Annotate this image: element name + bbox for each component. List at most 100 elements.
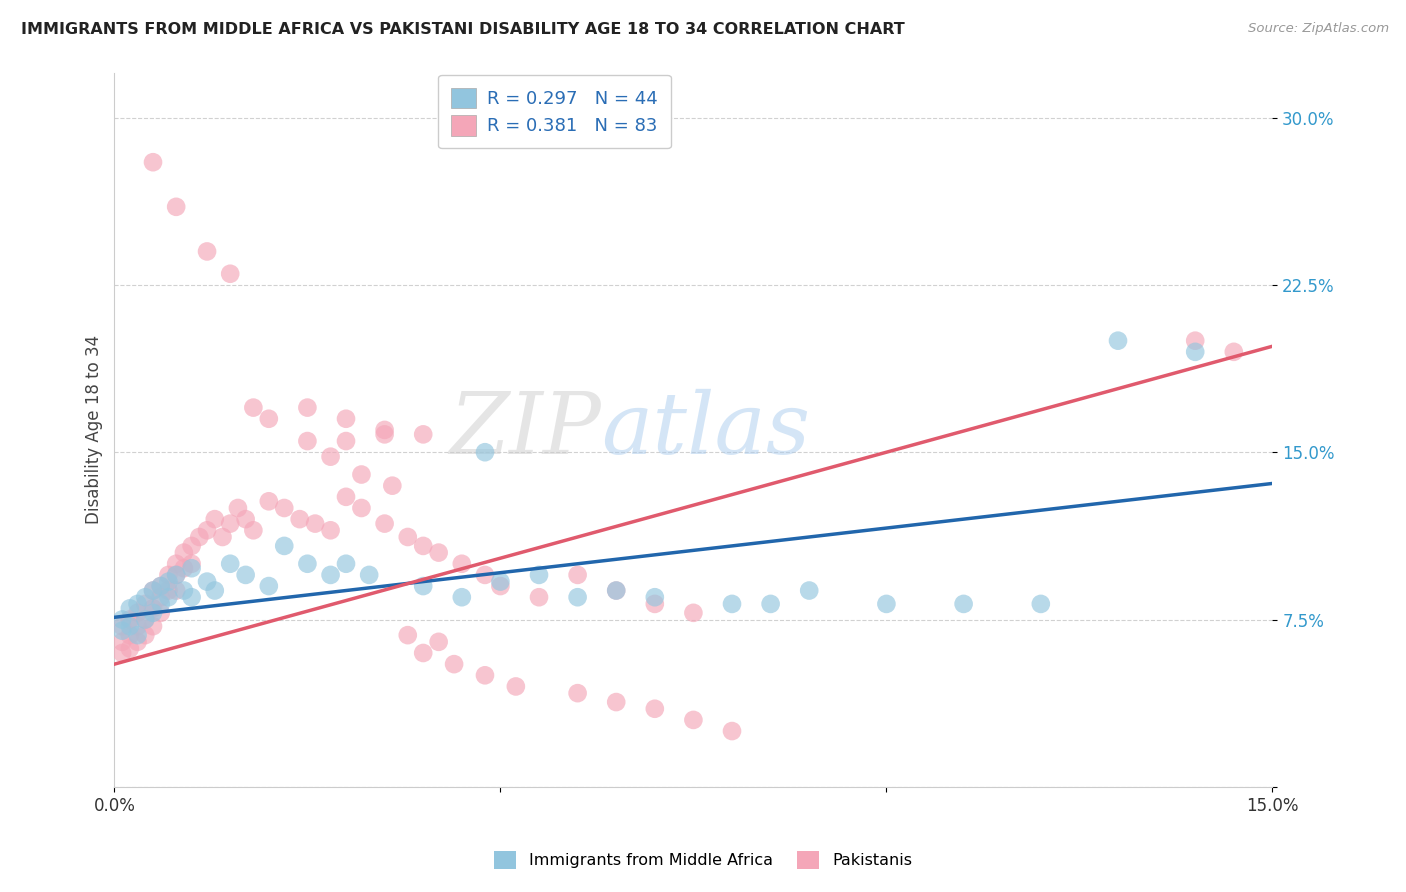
- Point: [134, 613, 156, 627]
- Point: [605, 583, 627, 598]
- Point: [235, 568, 257, 582]
- Point: [759, 597, 782, 611]
- Point: [149, 579, 172, 593]
- Point: [335, 411, 357, 425]
- Point: [195, 244, 218, 259]
- Point: [142, 583, 165, 598]
- Point: [180, 561, 202, 575]
- Y-axis label: Disability Age 18 to 34: Disability Age 18 to 34: [86, 335, 103, 524]
- Point: [412, 579, 434, 593]
- Point: [242, 401, 264, 415]
- Point: [157, 574, 180, 589]
- Point: [111, 619, 134, 633]
- Point: [195, 524, 218, 538]
- Point: [211, 530, 233, 544]
- Point: [374, 423, 396, 437]
- Point: [149, 597, 172, 611]
- Point: [427, 546, 450, 560]
- Point: [682, 713, 704, 727]
- Point: [273, 500, 295, 515]
- Point: [149, 579, 172, 593]
- Point: [219, 516, 242, 531]
- Point: [111, 635, 134, 649]
- Point: [721, 724, 744, 739]
- Point: [443, 657, 465, 672]
- Point: [219, 557, 242, 571]
- Point: [567, 568, 589, 582]
- Point: [142, 619, 165, 633]
- Point: [157, 583, 180, 598]
- Point: [319, 524, 342, 538]
- Point: [165, 583, 187, 598]
- Point: [682, 606, 704, 620]
- Point: [450, 591, 472, 605]
- Point: [427, 635, 450, 649]
- Text: Source: ZipAtlas.com: Source: ZipAtlas.com: [1249, 22, 1389, 36]
- Point: [335, 557, 357, 571]
- Point: [235, 512, 257, 526]
- Point: [157, 591, 180, 605]
- Point: [173, 546, 195, 560]
- Legend: R = 0.297   N = 44, R = 0.381   N = 83: R = 0.297 N = 44, R = 0.381 N = 83: [439, 75, 671, 148]
- Point: [118, 619, 141, 633]
- Point: [374, 427, 396, 442]
- Point: [350, 500, 373, 515]
- Point: [118, 613, 141, 627]
- Point: [149, 606, 172, 620]
- Point: [288, 512, 311, 526]
- Point: [134, 628, 156, 642]
- Point: [226, 500, 249, 515]
- Point: [173, 561, 195, 575]
- Point: [165, 200, 187, 214]
- Point: [297, 434, 319, 448]
- Point: [319, 568, 342, 582]
- Point: [350, 467, 373, 482]
- Point: [1184, 344, 1206, 359]
- Point: [118, 641, 141, 656]
- Point: [118, 628, 141, 642]
- Point: [257, 579, 280, 593]
- Point: [204, 583, 226, 598]
- Point: [319, 450, 342, 464]
- Point: [1107, 334, 1129, 348]
- Point: [142, 601, 165, 615]
- Point: [335, 490, 357, 504]
- Point: [721, 597, 744, 611]
- Point: [1184, 334, 1206, 348]
- Point: [396, 628, 419, 642]
- Point: [180, 539, 202, 553]
- Point: [527, 591, 550, 605]
- Text: ZIP: ZIP: [449, 389, 600, 471]
- Point: [273, 539, 295, 553]
- Point: [412, 646, 434, 660]
- Point: [180, 591, 202, 605]
- Point: [359, 568, 381, 582]
- Point: [257, 411, 280, 425]
- Point: [180, 557, 202, 571]
- Point: [374, 516, 396, 531]
- Point: [127, 606, 149, 620]
- Point: [474, 445, 496, 459]
- Point: [335, 434, 357, 448]
- Point: [505, 680, 527, 694]
- Point: [257, 494, 280, 508]
- Point: [952, 597, 974, 611]
- Point: [304, 516, 326, 531]
- Point: [165, 568, 187, 582]
- Point: [127, 635, 149, 649]
- Point: [1223, 344, 1246, 359]
- Point: [527, 568, 550, 582]
- Point: [142, 606, 165, 620]
- Point: [567, 591, 589, 605]
- Point: [111, 613, 134, 627]
- Point: [242, 524, 264, 538]
- Point: [875, 597, 897, 611]
- Point: [173, 583, 195, 598]
- Point: [142, 155, 165, 169]
- Point: [188, 530, 211, 544]
- Point: [474, 568, 496, 582]
- Point: [204, 512, 226, 526]
- Point: [489, 579, 512, 593]
- Point: [605, 695, 627, 709]
- Point: [111, 624, 134, 638]
